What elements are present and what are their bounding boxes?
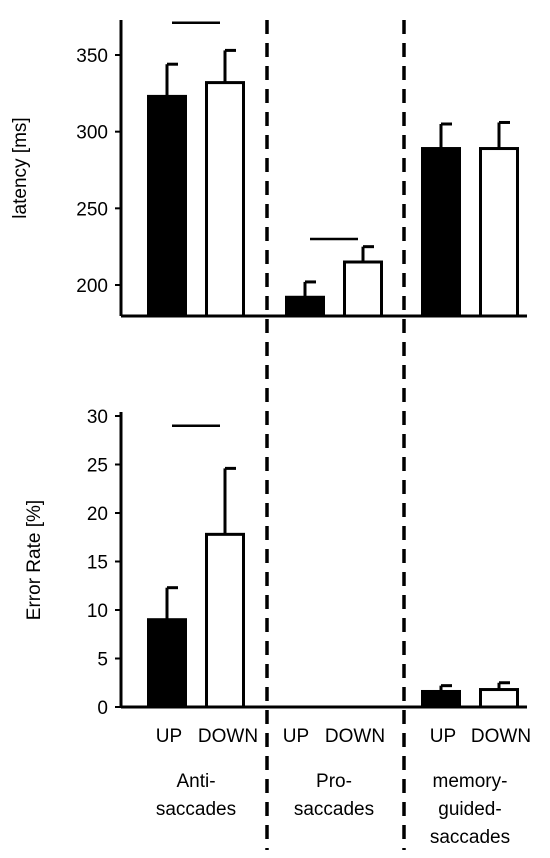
error-y-tick-label-0: 0 (97, 698, 108, 719)
latency-panel: 200 250 300 350 latency [ms] (10, 20, 527, 318)
latency-bar-up-0 (147, 94, 187, 318)
latency-bar-up-1 (285, 295, 325, 318)
condition-label-pro-up: UP (283, 726, 309, 747)
group-label-anti-line1: Anti- (176, 771, 215, 792)
condition-label-anti-up: UP (156, 726, 182, 747)
latency-y-tick-label-3: 350 (76, 46, 108, 67)
group-label-pro-line2: saccades (294, 799, 374, 820)
error-y-tick-label-3: 15 (87, 553, 108, 574)
error-y-tick-label-1: 5 (97, 650, 108, 671)
condition-label-anti-down: DOWN (198, 726, 258, 747)
group-label-anti-line2: saccades (156, 799, 236, 820)
group-labels: Anti- saccades Pro- saccades memory- gui… (156, 771, 510, 848)
latency-bar-down-0 (205, 81, 245, 318)
condition-labels: UP DOWN UP DOWN UP DOWN (156, 726, 531, 747)
latency-y-tick-label-2: 300 (76, 123, 108, 144)
error-bar-up-0 (147, 618, 187, 709)
latency-bar-down-2 (479, 147, 519, 318)
error-y-tick-label-6: 30 (87, 407, 108, 428)
latency-y-axis-title: latency [ms] (10, 117, 31, 218)
latency-bar-up-2 (421, 147, 461, 318)
error-rate-panel: 0 5 10 15 20 25 30 Error Rate [%] (24, 407, 527, 719)
error-y-tick-label-4: 20 (87, 504, 108, 525)
error-y-tick-label-2: 10 (87, 601, 108, 622)
error-y-axis-title: Error Rate [%] (24, 500, 45, 620)
latency-bar-down-1 (343, 260, 383, 318)
error-bar-down-0 (205, 532, 245, 709)
latency-y-tick-label-0: 200 (76, 276, 108, 297)
group-label-mem-line3: saccades (430, 827, 510, 848)
error-bar-down-2 (479, 688, 519, 709)
group-label-pro-line1: Pro- (316, 771, 352, 792)
condition-label-mem-up: UP (430, 726, 456, 747)
latency-y-tick-label-1: 250 (76, 199, 108, 220)
condition-label-pro-down: DOWN (325, 726, 385, 747)
group-label-mem-line2: guided- (438, 799, 501, 820)
condition-label-mem-down: DOWN (471, 726, 531, 747)
error-y-tick-label-5: 25 (87, 456, 108, 477)
group-label-mem-line1: memory- (433, 771, 508, 792)
error-bar-up-2 (421, 689, 461, 709)
